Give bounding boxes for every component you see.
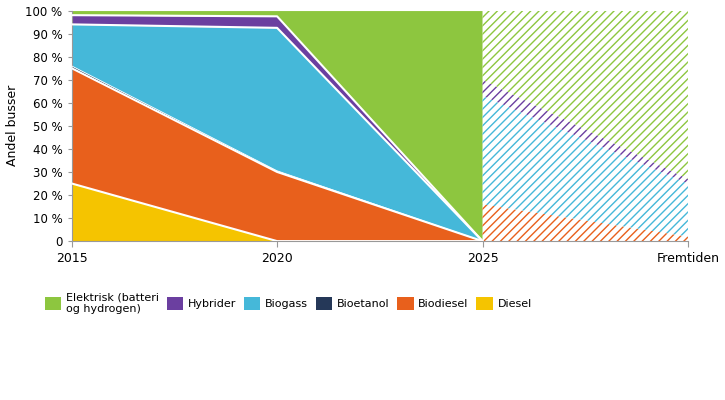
Y-axis label: Andel busser: Andel busser xyxy=(6,85,19,166)
Legend: Elektrisk (batteri
og hydrogen), Hybrider, Biogass, Bioetanol, Biodiesel, Diesel: Elektrisk (batteri og hydrogen), Hybride… xyxy=(40,288,536,318)
